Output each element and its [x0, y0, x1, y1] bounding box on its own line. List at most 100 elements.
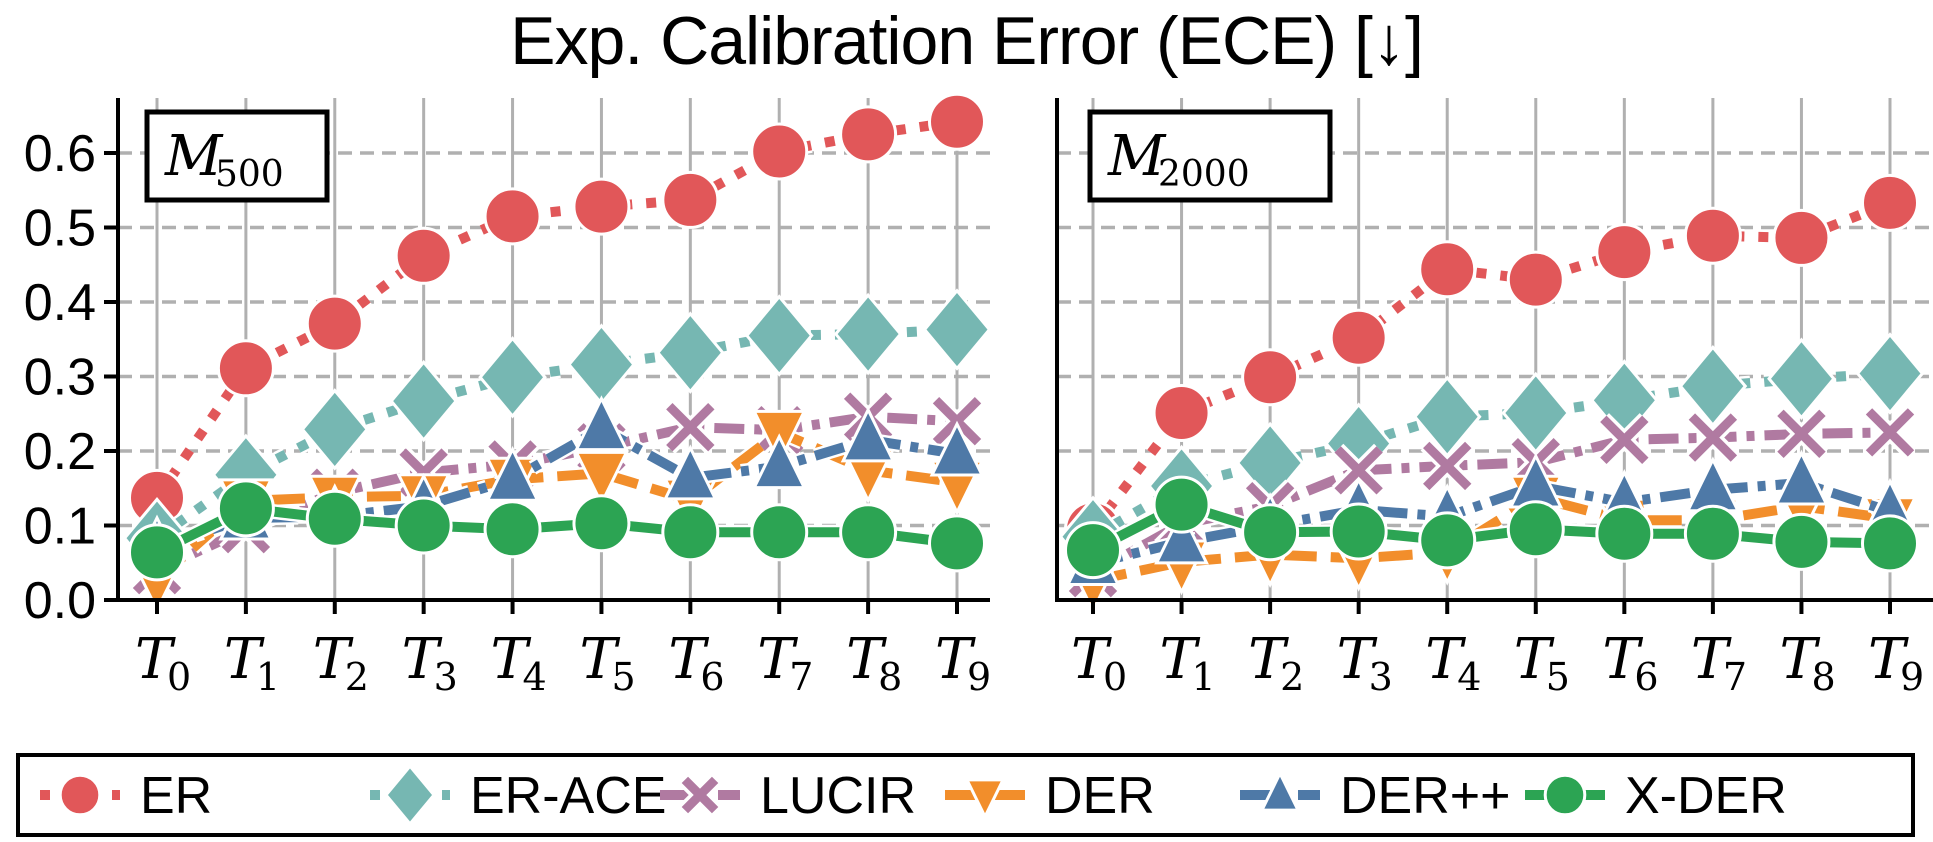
series-er-ace — [122, 288, 992, 580]
data-point — [751, 433, 807, 490]
series-er — [1064, 173, 1919, 559]
x-tick-subscript: 3 — [434, 655, 458, 699]
data-point — [305, 294, 364, 353]
data-point — [661, 170, 720, 229]
data-point — [1332, 443, 1386, 498]
data-point — [1595, 504, 1654, 563]
x-tick-label: T — [1071, 627, 1112, 692]
data-point — [1329, 308, 1388, 367]
legend-label: DER++ — [1340, 767, 1511, 825]
x-tick-subscript: 0 — [167, 655, 191, 699]
legend-item-der-: DER++ — [1240, 767, 1511, 825]
data-point — [1678, 344, 1748, 428]
x-tick-label: T — [135, 627, 176, 692]
panel-label: M — [1107, 124, 1167, 189]
x-tick-subscript: 5 — [611, 655, 635, 699]
x-tick-label: T — [1602, 627, 1643, 692]
x-tick-subscript: 4 — [523, 655, 547, 699]
x-tick-subscript: 7 — [1723, 655, 1747, 699]
x-tick-subscript: 8 — [878, 655, 902, 699]
data-point — [1686, 410, 1740, 465]
data-point — [839, 503, 898, 562]
legend-marker-icon — [1543, 773, 1587, 817]
data-point — [655, 311, 725, 394]
data-point — [750, 122, 809, 181]
x-tick-subscript: 1 — [1192, 655, 1216, 699]
data-point — [1855, 332, 1925, 415]
series-er — [128, 92, 986, 527]
data-point — [1772, 512, 1831, 571]
data-point — [1683, 504, 1742, 563]
data-point — [1767, 337, 1836, 420]
legend-marker-icon — [384, 763, 436, 827]
legend-label: ER-ACE — [470, 767, 666, 825]
data-point — [394, 226, 453, 285]
data-point — [1597, 413, 1651, 467]
x-tick-label: T — [1779, 627, 1820, 692]
panel-label-subscript: 500 — [215, 154, 284, 195]
data-point — [300, 388, 370, 471]
x-tick-subscript: 2 — [1280, 655, 1304, 699]
x-tick-subscript: 7 — [789, 655, 813, 699]
data-point — [216, 339, 275, 398]
x-tick-label: T — [1425, 627, 1466, 692]
x-tick-label: T — [668, 627, 709, 692]
x-tick-subscript: 6 — [700, 655, 724, 699]
x-tick-label: T — [1337, 627, 1378, 692]
data-point — [574, 395, 629, 452]
data-point — [483, 187, 542, 246]
x-tick-subscript: 6 — [1634, 655, 1658, 699]
x-tick-subscript: 9 — [967, 655, 991, 699]
data-point — [839, 105, 898, 164]
data-point — [1329, 502, 1388, 561]
data-point — [305, 489, 364, 548]
data-point — [1595, 223, 1654, 282]
data-point — [1152, 475, 1211, 534]
x-tick-subscript: 9 — [1900, 655, 1924, 699]
x-tick-label: T — [1248, 627, 1289, 692]
legend-marker-icon — [1259, 769, 1301, 812]
x-tick-subscript: 5 — [1546, 655, 1570, 699]
data-point — [128, 523, 186, 582]
y-tick-label: 0.0 — [24, 572, 96, 630]
data-point — [572, 494, 631, 553]
data-point — [1683, 206, 1742, 265]
y-tick-label: 0.2 — [24, 423, 96, 481]
x-tick-label: T — [1160, 627, 1201, 692]
data-point — [389, 359, 459, 443]
y-tick-label: 0.5 — [24, 200, 96, 258]
data-point — [840, 406, 896, 463]
x-tick-label: T — [224, 627, 265, 692]
data-point — [1420, 439, 1474, 493]
series-x-der — [128, 479, 986, 582]
data-point — [1412, 375, 1482, 458]
data-point — [928, 92, 986, 151]
figure-title: Exp. Calibration Error (ECE) [↓] — [510, 3, 1424, 79]
data-point — [1863, 405, 1917, 460]
data-point — [1774, 449, 1829, 506]
data-point — [574, 450, 629, 507]
data-point — [1501, 371, 1571, 455]
data-point — [663, 400, 717, 454]
x-tick-subscript: 2 — [345, 655, 369, 699]
data-point — [572, 177, 631, 236]
data-point — [1774, 407, 1829, 461]
legend-item-x-der: X-DER — [1525, 767, 1787, 825]
legend: ER ER-ACE LUCIR DER DER++ X-DER — [16, 753, 1915, 837]
data-point — [833, 292, 903, 376]
legend-item-der: DER — [945, 767, 1155, 825]
data-point — [922, 288, 992, 371]
x-tick-subscript: 0 — [1103, 655, 1127, 699]
data-point — [394, 496, 453, 555]
data-point — [216, 479, 275, 538]
legend-label: X-DER — [1625, 767, 1787, 825]
data-point — [1506, 500, 1565, 559]
x-tick-label: T — [935, 627, 976, 692]
data-point — [929, 420, 985, 477]
x-tick-subscript: 1 — [256, 655, 280, 699]
legend-marker-icon — [58, 773, 102, 817]
